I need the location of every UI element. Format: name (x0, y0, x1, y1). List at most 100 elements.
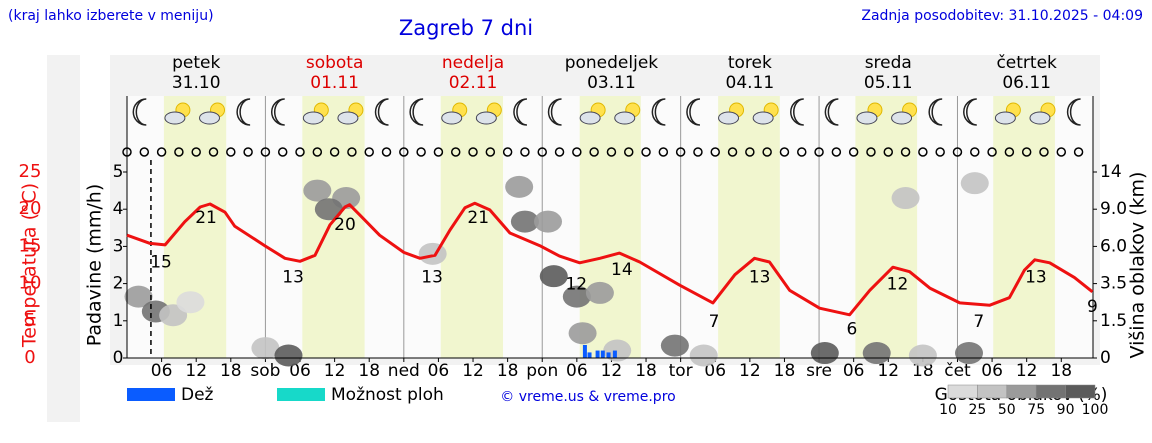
cloud-cell (568, 322, 597, 345)
day-name: nedelja (442, 53, 504, 73)
wind-calm (295, 147, 305, 157)
cloud-cell (274, 344, 303, 367)
temperature-label: 14 (611, 260, 633, 280)
wind-calm (900, 147, 911, 157)
cloud-legend-tick: 100 (1082, 402, 1109, 418)
cloud-legend-box (1065, 384, 1096, 399)
wind-calm (710, 147, 721, 157)
moon-icon (686, 98, 701, 126)
legend-label: Dež (181, 385, 214, 405)
wind-calm (485, 147, 496, 157)
cloud-icon (579, 111, 601, 125)
y2-tick-label: 0 (1100, 348, 1111, 368)
wind-calm (1073, 147, 1084, 157)
cloud-cell (539, 265, 568, 288)
y2-tick-label: 6.0 (1100, 236, 1127, 256)
cloud-cell (960, 172, 989, 195)
wind-calm (658, 147, 669, 157)
y-axis-label: Padavine (mm/h) (84, 184, 106, 347)
x-tick-label: 18 (497, 361, 519, 381)
day-name: ponedeljek (565, 53, 659, 73)
y2-axis-label: Višina oblakov (km) (1127, 172, 1149, 359)
wind-calm (935, 147, 945, 157)
wind-calm (848, 147, 859, 157)
wind-calm (554, 147, 565, 157)
cloud-icon (199, 111, 221, 125)
y-tick-label: 5 (113, 162, 124, 182)
rain-bar (595, 350, 600, 358)
temperature-label: 13 (1025, 267, 1047, 287)
day-date: 01.11 (310, 73, 359, 93)
x-tick-label: 12 (462, 361, 484, 381)
rain-bar (612, 350, 617, 358)
wind-calm (260, 147, 271, 157)
wind-calm (139, 147, 150, 157)
left-panel (47, 55, 80, 422)
y2-tick-label: 9.0 (1100, 199, 1127, 219)
temperature-label: 12 (565, 275, 587, 295)
wind-calm (520, 147, 530, 157)
x-tick-label: ned (388, 361, 420, 381)
temperature-label: 7 (709, 312, 720, 332)
wind-calm (831, 147, 842, 157)
note: (kraj lahko izberete v meniju) (8, 8, 214, 24)
y-tick-label: 4 (113, 199, 124, 219)
cloud-cell (505, 175, 534, 198)
day-name: torek (728, 53, 772, 73)
cloud-cell (891, 187, 920, 210)
temperature-tick-label: 5 (24, 310, 35, 331)
wind-calm (208, 147, 219, 157)
wind-calm (797, 147, 807, 157)
cloud-icon (614, 111, 636, 125)
moon-icon (409, 98, 424, 126)
temperature-label: 13 (282, 267, 304, 287)
daylight-band (993, 96, 1055, 358)
wind-calm (779, 147, 790, 157)
cloud-cell (303, 179, 332, 202)
cloud-legend-tick: 10 (939, 402, 957, 418)
cloud-icon (891, 111, 913, 125)
wind-calm (1021, 147, 1032, 157)
daylight-band (302, 96, 365, 358)
cloud-icon (302, 111, 324, 125)
cloud-legend-box (977, 384, 1008, 399)
x-tick-label: sob (250, 361, 280, 381)
temperature-label: 9 (1087, 297, 1098, 317)
wind-calm (987, 147, 997, 157)
wind-calm (450, 147, 461, 157)
moon-icon (824, 98, 839, 126)
cloud-cell (418, 242, 447, 265)
cloud-icon (337, 111, 359, 125)
x-tick-label: 06 (843, 361, 865, 381)
cloud-legend-tick: 25 (968, 402, 986, 418)
x-tick-label: 12 (324, 361, 346, 381)
wind-calm (364, 147, 374, 157)
cloud-icon (994, 111, 1016, 125)
cloud-cell (251, 337, 280, 360)
legend-swatch (277, 388, 325, 401)
cloud-cell (585, 281, 614, 304)
temperature-axis-label: Temperatura (°C) (19, 183, 41, 348)
x-tick-label: 18 (1050, 361, 1072, 381)
wind-calm (174, 147, 184, 157)
y-tick-label: 2 (113, 274, 124, 294)
temperature-label: 6 (847, 319, 858, 339)
wind-calm (381, 147, 392, 157)
temperature-tick-label: 0 (24, 347, 35, 368)
cloud-icon (1029, 111, 1051, 125)
y2-tick-label: 14 (1100, 162, 1122, 182)
wind-calm (762, 147, 772, 157)
x-tick-label: 18 (358, 361, 380, 381)
rain-bar (600, 350, 605, 358)
day-date: 05.11 (864, 73, 913, 93)
credit: © vreme.us & vreme.pro (500, 389, 675, 405)
moon-icon (547, 98, 562, 126)
cloud-cell (955, 342, 984, 365)
wind-calm (883, 147, 894, 157)
wind-calm (468, 147, 478, 157)
daylight-band (579, 96, 641, 358)
x-tick-label: 18 (912, 361, 934, 381)
wind-calm (572, 147, 582, 157)
wind-calm (433, 147, 444, 157)
